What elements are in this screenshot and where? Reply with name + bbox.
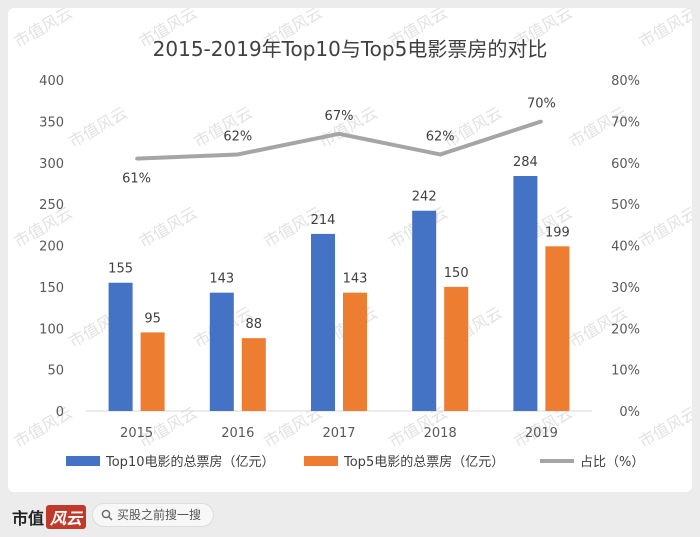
bar-data-label: 214 (311, 213, 336, 228)
x-tick-label: 2015 (120, 426, 153, 441)
bar-top10 (209, 292, 234, 411)
legend-label: 占比（%） (580, 455, 644, 470)
legend-swatch (66, 456, 100, 466)
line-point (135, 157, 139, 161)
line-point (539, 119, 543, 123)
line-point (337, 132, 341, 136)
y-right-tick-label: 0% (619, 405, 640, 420)
footer-bar: 市值 风云 买股之前搜一搜 (0, 495, 700, 537)
search-placeholder: 买股之前搜一搜 (117, 508, 202, 522)
axes-layer: 0 50 100 150 200 250 300 350 400 0% 10% 20% 30% 40% 50… (39, 74, 640, 441)
watermark-text: 市值风云 (11, 8, 76, 51)
y-right-tick-label: 80% (611, 74, 640, 89)
bar-data-label: 143 (209, 272, 234, 287)
line-data-label: 62% (223, 129, 252, 144)
bar-data-label: 284 (513, 155, 538, 170)
chart-title: 2015-2019年Top10与Top5电影票房的对比 (153, 37, 548, 61)
bar-data-label: 150 (444, 266, 469, 281)
line-data-label: 70% (527, 96, 556, 111)
brand-logo: 市值 风云 (12, 505, 87, 529)
line-data-label: 61% (122, 172, 151, 187)
watermark-text: 市值风云 (636, 8, 693, 51)
legend-label: Top10电影的总票房（亿元） (105, 454, 274, 470)
watermark-text: 市值风云 (636, 403, 693, 451)
bar-top10 (412, 210, 437, 411)
bars-layer (108, 175, 570, 411)
y-right-tick-label: 30% (611, 281, 640, 296)
bar-top5 (140, 332, 165, 411)
x-tick-label: 2018 (424, 426, 457, 441)
bar-top10 (513, 175, 538, 411)
x-tick-label: 2016 (221, 426, 254, 441)
watermark-text: 市值风云 (66, 103, 131, 151)
search-icon (101, 509, 113, 521)
y-left-tick-label: 250 (39, 198, 64, 213)
y-left-tick-label: 300 (39, 157, 64, 172)
bar-data-label: 242 (412, 190, 437, 205)
y-right-tick-label: 20% (611, 322, 640, 337)
watermark-text: 市值风云 (136, 203, 201, 251)
line-layer (135, 119, 543, 161)
bar-data-label: 95 (144, 311, 161, 326)
watermark-text: 市值风云 (691, 303, 693, 351)
y-right-tick-label: 70% (611, 115, 640, 130)
x-tick-label: 2017 (322, 426, 355, 441)
bar-top5 (241, 338, 266, 411)
x-tick-label: 2019 (525, 426, 558, 441)
bar-top10 (311, 233, 335, 411)
line-data-label: 67% (325, 109, 354, 124)
legend-label: Top5电影的总票房（亿元） (343, 454, 504, 470)
legend: Top10电影的总票房（亿元） Top5电影的总票房（亿元） 占比（%） (66, 454, 644, 470)
y-left-tick-label: 150 (39, 281, 64, 296)
y-right-tick-label: 60% (611, 157, 640, 172)
bar-data-label: 155 (108, 262, 133, 277)
search-box[interactable]: 买股之前搜一搜 (92, 503, 214, 527)
bar-data-label: 88 (246, 317, 263, 332)
line-point (236, 152, 240, 156)
watermark-text: 市值风云 (636, 203, 693, 251)
brand-text: 市值 (12, 509, 45, 528)
y-left-tick-label: 50 (47, 364, 64, 379)
y-left-tick-label: 400 (39, 74, 64, 89)
y-right-tick-label: 10% (611, 364, 640, 379)
bar-top5 (545, 246, 570, 411)
bar-top5 (444, 286, 469, 411)
chart-card: 市值风云 市值风云 市值风云 市值风云 市值风云 市值风云 市值风云 市值风云 市值风云 市值风云… (8, 8, 692, 492)
bar-data-label: 199 (545, 225, 570, 240)
y-left-tick-label: 350 (39, 115, 64, 130)
y-right-tick-label: 40% (611, 240, 640, 255)
bar-data-label: 143 (343, 272, 368, 287)
y-right-tick-label: 50% (611, 198, 640, 213)
watermark-text: 市值风云 (691, 103, 693, 151)
brand-logo-mark: 风云 (46, 505, 87, 529)
bar-top10 (108, 282, 133, 411)
bar-top5 (343, 292, 367, 411)
y-left-tick-label: 100 (39, 322, 64, 337)
labels-layer: 155 143 214 242 284 95 88 143 150 199 61% 62% 67% 62%… (108, 96, 570, 332)
legend-swatch (304, 456, 338, 466)
y-left-tick-label: 200 (39, 240, 64, 255)
y-left-tick-label: 0 (56, 405, 64, 420)
line-data-label: 62% (426, 129, 455, 144)
watermark-text: 市值风云 (11, 403, 76, 451)
line-point (438, 152, 442, 156)
